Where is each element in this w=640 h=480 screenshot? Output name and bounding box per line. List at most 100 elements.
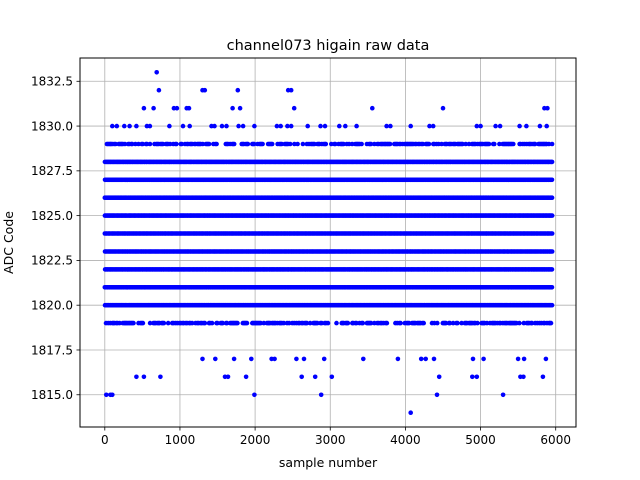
data-point xyxy=(312,374,318,380)
data-point xyxy=(110,123,115,129)
data-point xyxy=(408,410,414,416)
data-point xyxy=(474,374,480,380)
data-point xyxy=(398,320,403,326)
data-point xyxy=(174,105,180,111)
data-point xyxy=(147,141,153,147)
data-point xyxy=(421,320,427,326)
data-point xyxy=(322,123,328,129)
data-point xyxy=(318,392,324,398)
data-point xyxy=(318,123,323,129)
data-point xyxy=(165,320,171,326)
x-tick-label: 1000 xyxy=(165,433,196,447)
data-point xyxy=(134,123,139,129)
data-point xyxy=(141,374,147,380)
data-point xyxy=(521,374,526,380)
data-point xyxy=(202,87,208,93)
data-point xyxy=(497,123,503,129)
data-point xyxy=(540,374,546,380)
data-point xyxy=(225,374,231,380)
data-point xyxy=(478,123,483,129)
data-point xyxy=(154,70,159,75)
data-point xyxy=(543,356,549,362)
data-point xyxy=(161,320,167,326)
data-point xyxy=(240,123,246,129)
data-point xyxy=(395,356,401,362)
data-point xyxy=(517,123,522,129)
data-point xyxy=(384,320,390,326)
data-point xyxy=(359,141,364,147)
data-point xyxy=(343,123,348,129)
data-point xyxy=(545,105,550,111)
data-point xyxy=(521,356,527,362)
y-tick-label: 1825.0 xyxy=(31,209,73,223)
data-point xyxy=(174,141,179,147)
data-point xyxy=(295,141,300,147)
y-tick-label: 1817.5 xyxy=(31,343,73,357)
data-point xyxy=(434,392,440,398)
data-point xyxy=(158,374,163,380)
data-point xyxy=(515,356,521,362)
data-point xyxy=(151,105,156,111)
data-point xyxy=(141,105,147,111)
data-point xyxy=(209,320,215,326)
data-point xyxy=(323,141,329,147)
data-point xyxy=(167,123,172,129)
data-point xyxy=(260,141,265,147)
x-tick-label: 0 xyxy=(101,433,109,447)
data-point xyxy=(305,123,311,129)
data-point xyxy=(272,356,277,362)
data-point xyxy=(301,356,307,362)
data-point xyxy=(278,123,284,129)
data-point xyxy=(236,123,241,129)
data-point xyxy=(231,141,237,147)
data-point xyxy=(388,123,393,129)
data-point xyxy=(291,105,297,111)
data-point xyxy=(455,320,460,326)
data-point xyxy=(548,320,554,326)
data-point xyxy=(131,320,136,326)
data-point xyxy=(537,123,543,129)
data-point xyxy=(549,195,555,200)
x-tick-label: 5000 xyxy=(465,433,496,447)
y-axis-label: ADC Code xyxy=(1,211,16,274)
data-point xyxy=(235,320,240,326)
data-point xyxy=(200,356,205,362)
data-point xyxy=(493,123,498,129)
data-point xyxy=(187,123,192,129)
data-point xyxy=(423,356,429,362)
data-point xyxy=(224,123,229,129)
data-point xyxy=(408,123,414,129)
data-point xyxy=(147,123,153,129)
data-point xyxy=(249,356,254,362)
data-point xyxy=(127,123,132,129)
data-point xyxy=(231,356,237,362)
x-tick-label: 2000 xyxy=(240,433,271,447)
data-point xyxy=(300,141,306,147)
data-point xyxy=(492,141,497,147)
data-point xyxy=(334,320,339,326)
data-point xyxy=(219,123,225,129)
data-point xyxy=(180,123,186,129)
data-point xyxy=(426,141,432,147)
data-point xyxy=(134,374,139,380)
data-point xyxy=(299,374,305,380)
data-point xyxy=(325,320,331,326)
data-point xyxy=(370,105,375,111)
data-point xyxy=(269,141,275,147)
data-point xyxy=(202,320,208,326)
y-tick-label: 1815.0 xyxy=(31,388,73,402)
x-axis-label: sample number xyxy=(279,455,378,470)
data-point xyxy=(245,141,251,147)
data-points xyxy=(102,70,555,416)
data-point xyxy=(156,87,162,93)
data-point xyxy=(212,123,217,129)
x-tick-label: 4000 xyxy=(390,433,421,447)
data-point xyxy=(435,320,440,326)
data-point xyxy=(360,320,366,326)
y-tick-label: 1822.5 xyxy=(31,254,73,268)
data-point xyxy=(294,356,299,362)
x-tick-label: 6000 xyxy=(540,433,571,447)
data-point xyxy=(440,105,446,111)
